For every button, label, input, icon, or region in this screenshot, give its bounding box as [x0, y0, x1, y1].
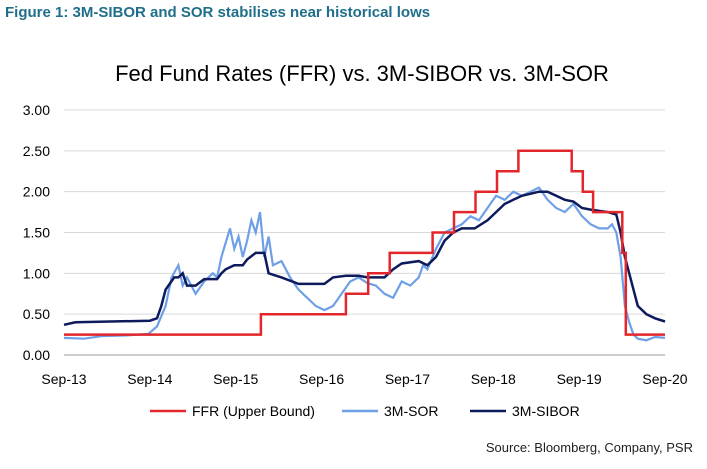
sibor-line — [63, 190, 666, 327]
source-note: Source: Bloomberg, Company, PSR — [485, 440, 693, 455]
series-lines — [63, 149, 666, 342]
y-tick-label: 1.00 — [23, 265, 50, 281]
x-tick-label: Sep-18 — [471, 371, 516, 387]
chart-title: Fed Fund Rates (FFR) vs. 3M-SIBOR vs. 3M… — [115, 61, 609, 86]
legend-label: 3M-SIBOR — [512, 403, 580, 419]
figure-title: Figure 1: 3M-SIBOR and SOR stabilises ne… — [5, 4, 431, 21]
y-axis-ticks: 0.00 0.50 1.00 1.50 2.00 2.50 3.00 — [23, 102, 50, 363]
y-tick-label: 0.50 — [23, 306, 50, 322]
x-axis-ticks: Sep-13 Sep-14 Sep-15 Sep-16 Sep-17 Sep-18 Sep-… — [41, 371, 687, 387]
y-tick-label: 2.00 — [23, 184, 50, 200]
y-tick-label: 0.00 — [23, 347, 50, 363]
sor-line — [63, 186, 666, 342]
x-tick-label: Sep-14 — [127, 371, 172, 387]
y-tick-label: 3.00 — [23, 102, 50, 118]
x-tick-label: Sep-19 — [557, 371, 602, 387]
ffr-line — [64, 149, 665, 336]
y-tick-label: 1.50 — [23, 225, 50, 241]
legend-label: FFR (Upper Bound) — [192, 403, 315, 419]
x-tick-label: Sep-15 — [213, 371, 258, 387]
legend: FFR (Upper Bound) 3M-SOR 3M-SIBOR — [150, 403, 580, 419]
x-tick-label: Sep-16 — [299, 371, 344, 387]
legend-label: 3M-SOR — [384, 403, 438, 419]
x-tick-label: Sep-17 — [385, 371, 430, 387]
y-tick-label: 2.50 — [23, 143, 50, 159]
x-tick-label: Sep-20 — [642, 371, 687, 387]
gridlines — [64, 109, 665, 315]
x-tick-label: Sep-13 — [41, 371, 86, 387]
